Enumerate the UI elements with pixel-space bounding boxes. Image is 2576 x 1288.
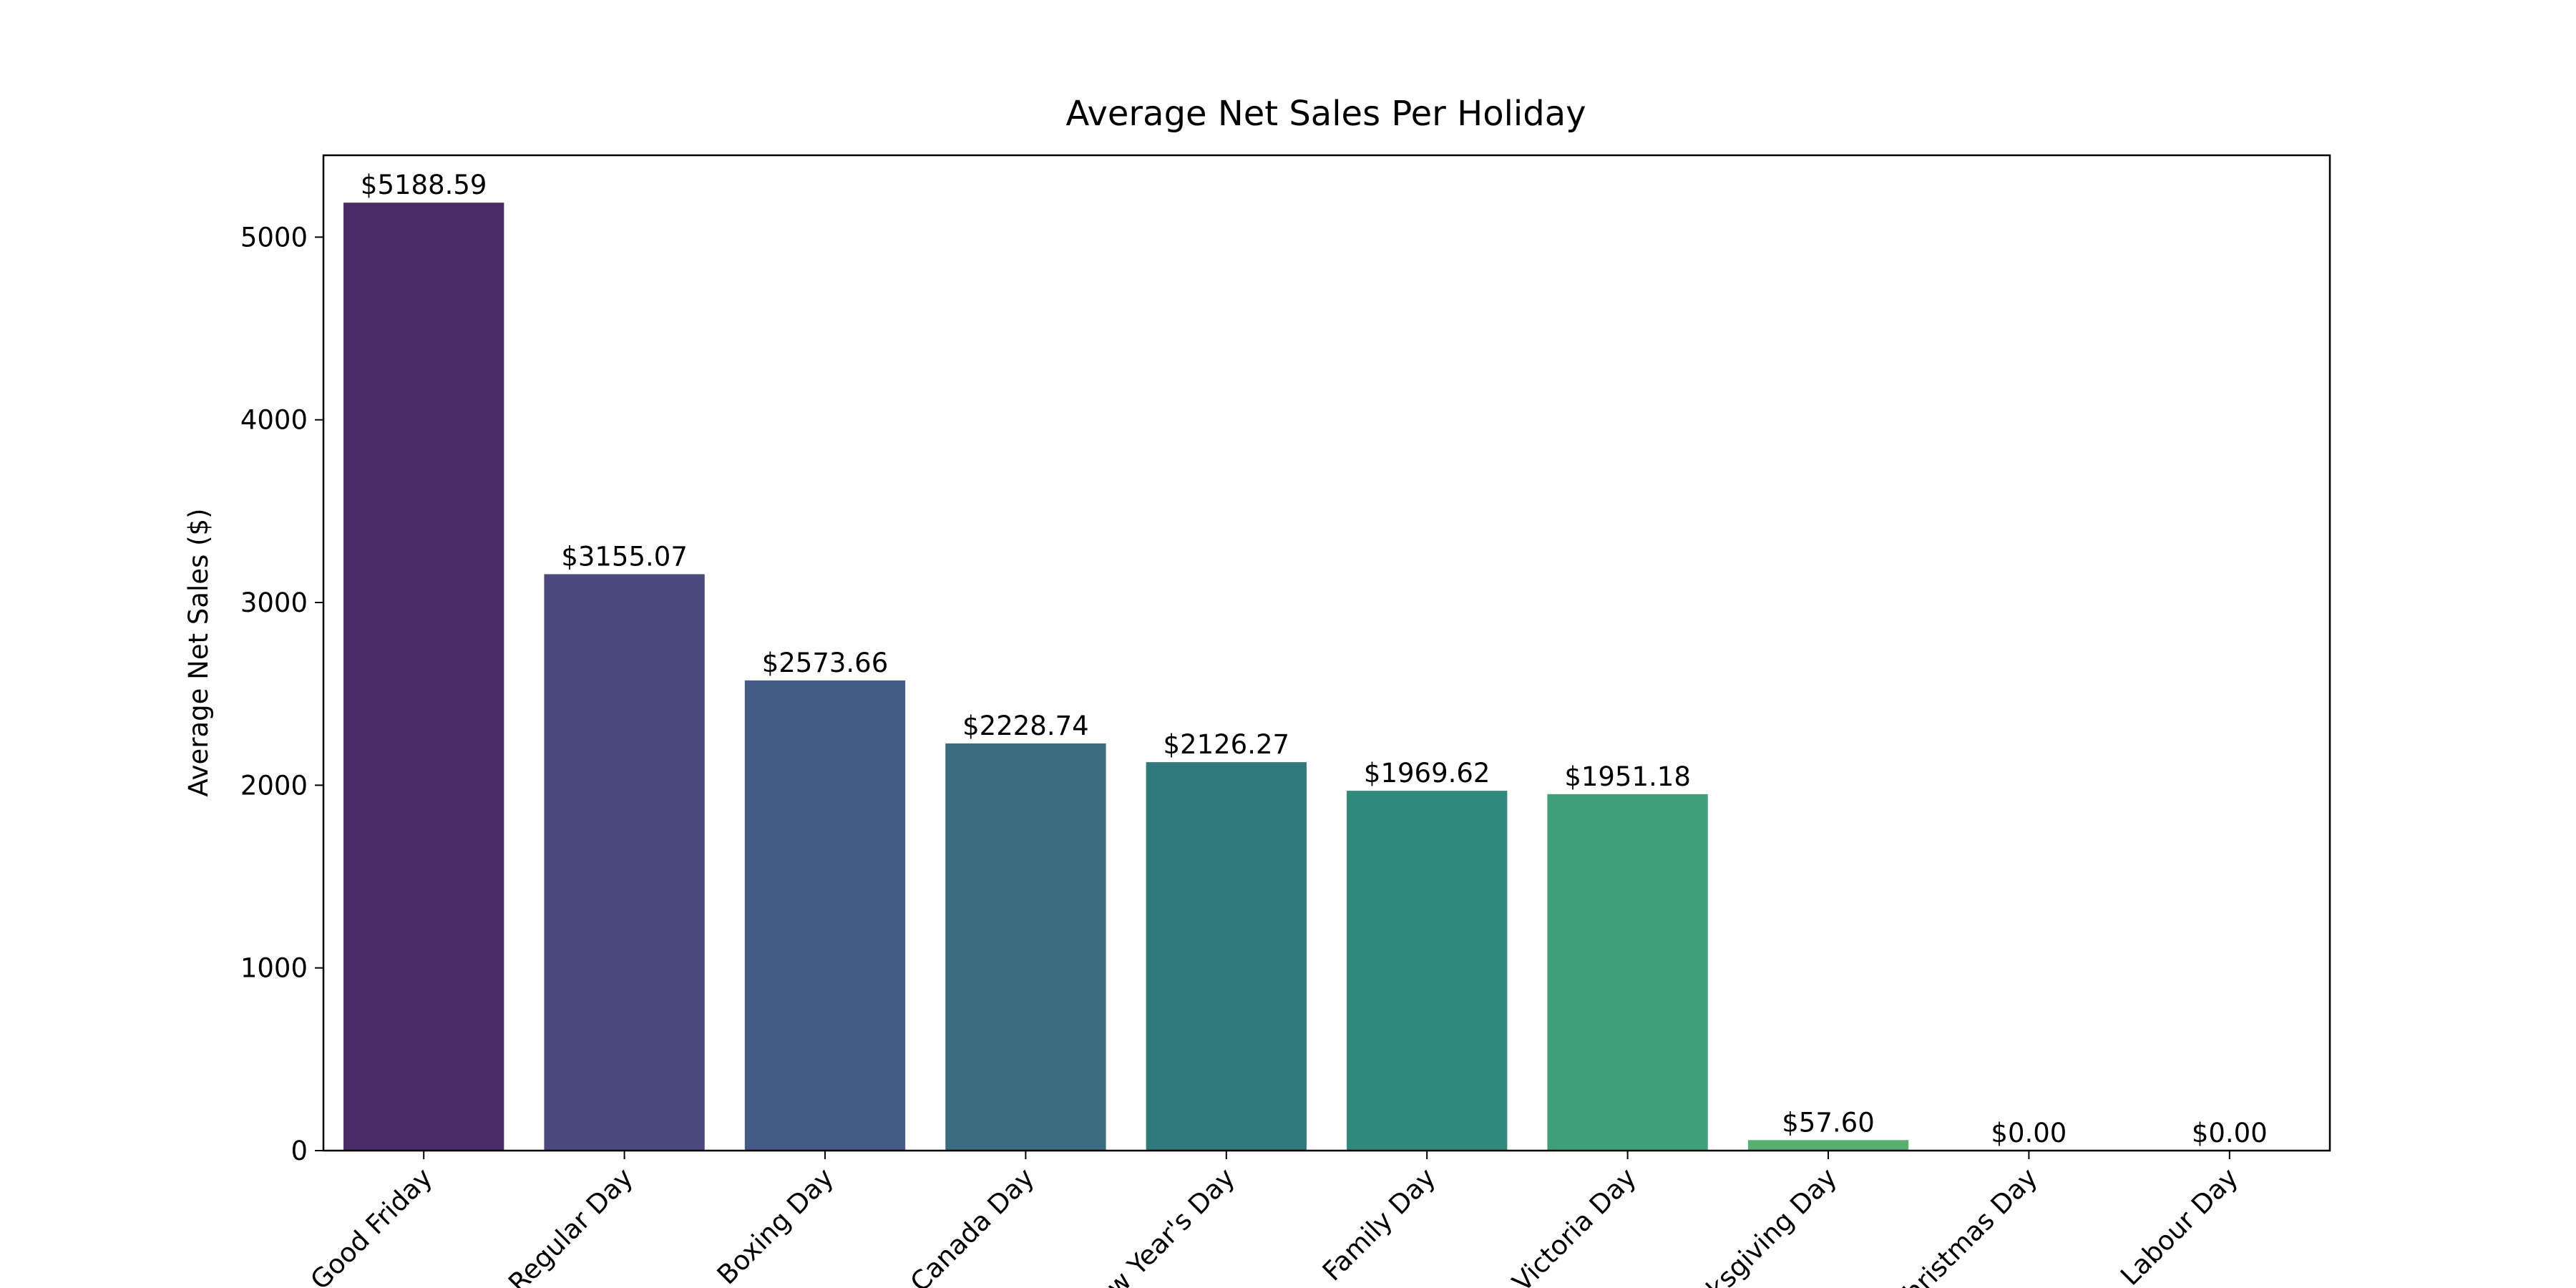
value-label: $2573.66 [762, 648, 889, 678]
y-tick-label: 1000 [240, 953, 308, 984]
x-tick-label: Victoria Day [1506, 1162, 1642, 1288]
plot-frame [322, 154, 2331, 1152]
x-tick-label: Good Friday [305, 1162, 439, 1288]
bar [945, 743, 1106, 1151]
y-tick-label: 2000 [240, 770, 308, 801]
x-tick-label: New Year's Day [1075, 1162, 1241, 1288]
x-tick-label: Regular Day [502, 1162, 639, 1288]
bar [1146, 762, 1307, 1151]
value-label: $2126.27 [1163, 729, 1290, 760]
y-tick-label: 5000 [240, 222, 308, 253]
value-label: $1969.62 [1364, 758, 1491, 789]
x-tick-label: Labour Day [2114, 1162, 2244, 1288]
chart-title: Average Net Sales Per Holiday [1065, 94, 1586, 134]
bar [744, 680, 906, 1151]
value-label: $57.60 [1782, 1107, 1874, 1138]
y-tick-label: 4000 [240, 405, 308, 436]
value-label: $0.00 [1991, 1118, 2067, 1148]
bar [1747, 1140, 1909, 1151]
bar [343, 203, 504, 1151]
bar [1347, 791, 1508, 1151]
x-tick-label: Christmas Day [1884, 1162, 2043, 1288]
x-tick-label: Boxing Day [711, 1162, 839, 1288]
y-tick-label: 3000 [240, 587, 308, 618]
value-label: $2228.74 [962, 711, 1089, 741]
y-tick-label: 0 [291, 1136, 308, 1166]
x-tick-label: Thanksgiving Day [1653, 1162, 1843, 1288]
value-label: $3155.07 [561, 541, 688, 572]
bar [1547, 794, 1708, 1151]
x-tick-label: Canada Day [904, 1162, 1040, 1288]
x-tick-label: Family Day [1317, 1162, 1442, 1287]
bar [544, 574, 705, 1151]
value-label: $0.00 [2192, 1118, 2268, 1148]
value-label: $1951.18 [1564, 761, 1691, 792]
value-label: $5188.59 [361, 170, 487, 200]
y-axis-label: Average Net Sales ($) [183, 508, 214, 796]
